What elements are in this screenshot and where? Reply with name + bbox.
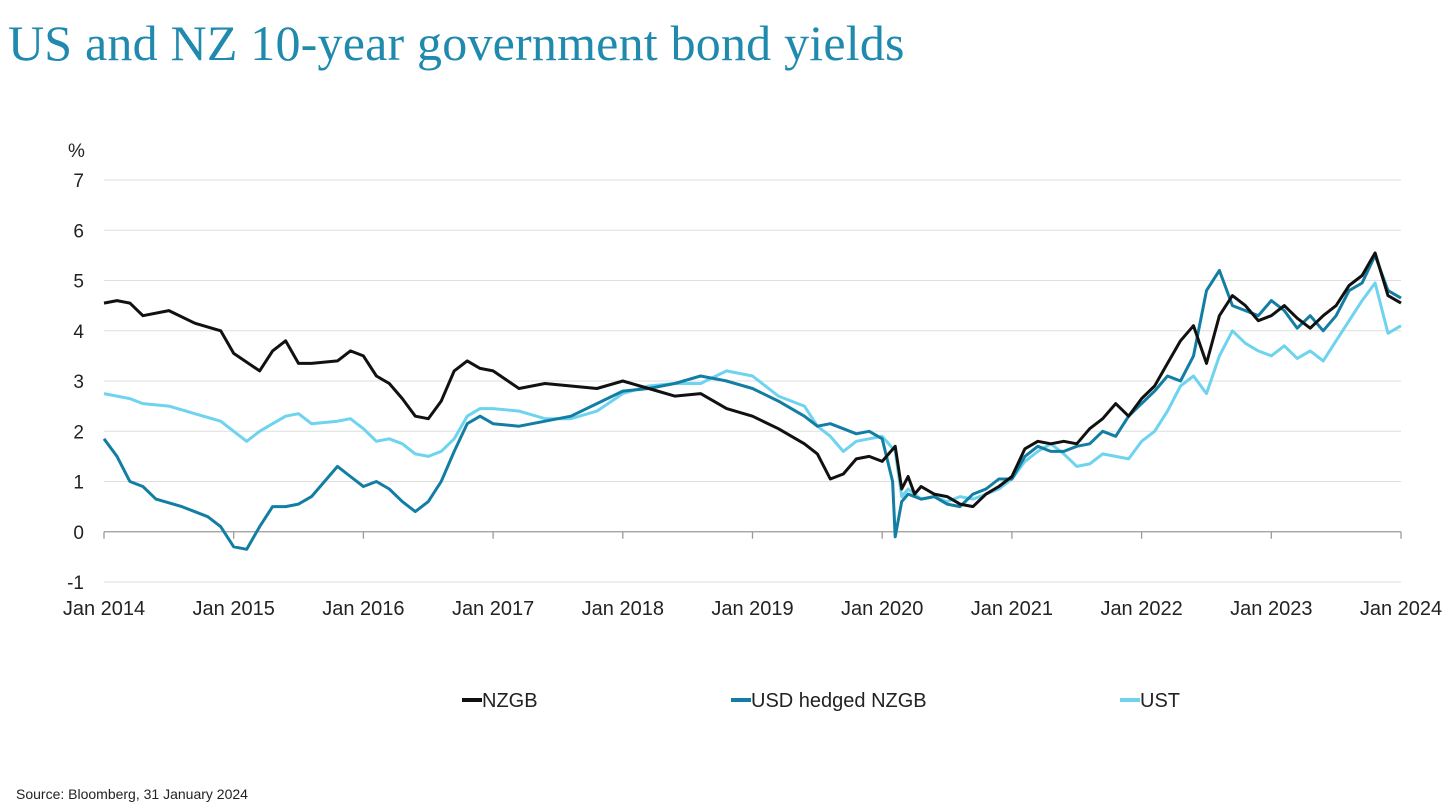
- y-tick-label: 7: [73, 171, 84, 192]
- y-axis-ticks: -1 0 1 2 3 4 5 6 7: [67, 171, 84, 594]
- x-tick-label: Jan 2015: [193, 598, 275, 620]
- y-tick-label: 2: [73, 422, 84, 443]
- y-tick-label: 0: [73, 523, 84, 544]
- x-tick-label: Jan 2020: [841, 598, 923, 620]
- legend: NZGB USD hedged NZGB UST: [462, 690, 1180, 712]
- x-axis-ticks: Jan 2014 Jan 2015 Jan 2016 Jan 2017 Jan 2018…: [63, 531, 1442, 620]
- y-tick-label: 5: [73, 272, 84, 293]
- legend-label: UST: [1140, 690, 1180, 712]
- x-tick-label: Jan 2017: [452, 598, 534, 620]
- x-tick-label: Jan 2018: [582, 598, 664, 620]
- gridlines: [104, 179, 1401, 583]
- page-title: US and NZ 10-year government bond yields: [8, 15, 905, 71]
- source-note: Source: Bloomberg, 31 January 2024: [16, 786, 248, 802]
- y-tick-label: 1: [73, 473, 84, 494]
- y-tick-label: 6: [73, 221, 84, 242]
- x-tick-label: Jan 2024: [1360, 598, 1442, 620]
- series-line-nzgb: [103, 251, 1402, 509]
- x-tick-label: Jan 2016: [322, 598, 404, 620]
- y-axis-unit-label: %: [68, 141, 85, 162]
- y-tick-label: 4: [73, 322, 84, 343]
- y-tick-label: -1: [67, 573, 84, 594]
- x-tick-label: Jan 2014: [63, 598, 145, 620]
- legend-label: NZGB: [482, 690, 538, 712]
- legend-label: USD hedged NZGB: [751, 690, 927, 712]
- series-lines: [102, 251, 1402, 551]
- series-line-usd-hedged-nzgb: [102, 253, 1402, 551]
- x-tick-label: Jan 2023: [1230, 598, 1312, 620]
- series-line-ust: [103, 281, 1402, 504]
- x-tick-label: Jan 2022: [1100, 598, 1182, 620]
- x-tick-label: Jan 2021: [971, 598, 1053, 620]
- y-tick-label: 3: [73, 372, 84, 393]
- x-tick-label: Jan 2019: [711, 598, 793, 620]
